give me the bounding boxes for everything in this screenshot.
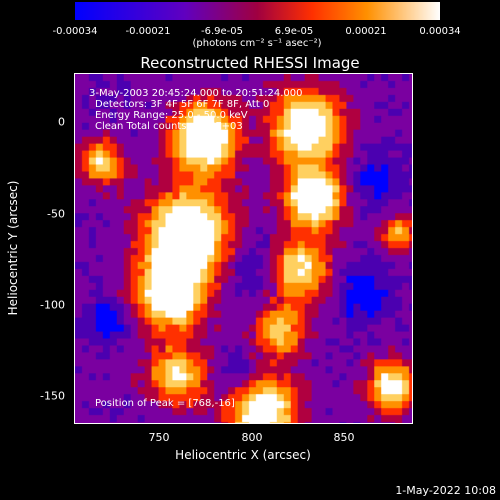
colorbar-units: (photons cm⁻² s⁻¹ asec⁻²) (192, 38, 322, 49)
colorbar-tick: -0.00021 (125, 26, 171, 37)
peak-annotation: Position of Peak = [768,-16] (95, 398, 235, 409)
colorbar (75, 2, 440, 20)
chart-title: Reconstructed RHESSI Image (140, 54, 360, 72)
plot-timestamp: 1-May-2022 10:08 (395, 484, 496, 497)
colorbar-tick: 0.00021 (345, 26, 387, 37)
energy-range-annotation: Energy Range: 25.0 - 50.0 keV (95, 110, 248, 121)
colorbar-tick: 0.00034 (419, 26, 461, 37)
colorbar-tick: -6.9e-05 (201, 26, 243, 37)
x-tick-label: 850 (333, 431, 355, 444)
time-range-annotation: 3-May-2003 20:45:24.000 to 20:51:24.000 (89, 88, 303, 99)
y-tick-label: 0 (58, 115, 65, 129)
x-tick-label: 750 (148, 431, 170, 444)
y-axis-label: Heliocentric Y (arcsec) (6, 180, 20, 316)
x-axis-label: Heliocentric X (arcsec) (175, 448, 311, 462)
y-tick-label: -50 (47, 207, 65, 221)
clean-annotation: Clean Total counts: 6.76E+03 (95, 121, 243, 132)
x-tick-label: 800 (241, 431, 263, 444)
y-tick-label: -100 (40, 298, 65, 312)
colorbar-tick: 6.9e-05 (274, 26, 314, 37)
detectors-annotation: Detectors: 3F 4F 5F 6F 7F 8F, Att 0 (95, 99, 270, 110)
y-tick-label: -150 (40, 389, 65, 403)
heatmap-image (75, 74, 412, 423)
plot-area: 3-May-2003 20:45:24.000 to 20:51:24.000 … (74, 73, 413, 424)
colorbar-tick: -0.00034 (52, 26, 98, 37)
